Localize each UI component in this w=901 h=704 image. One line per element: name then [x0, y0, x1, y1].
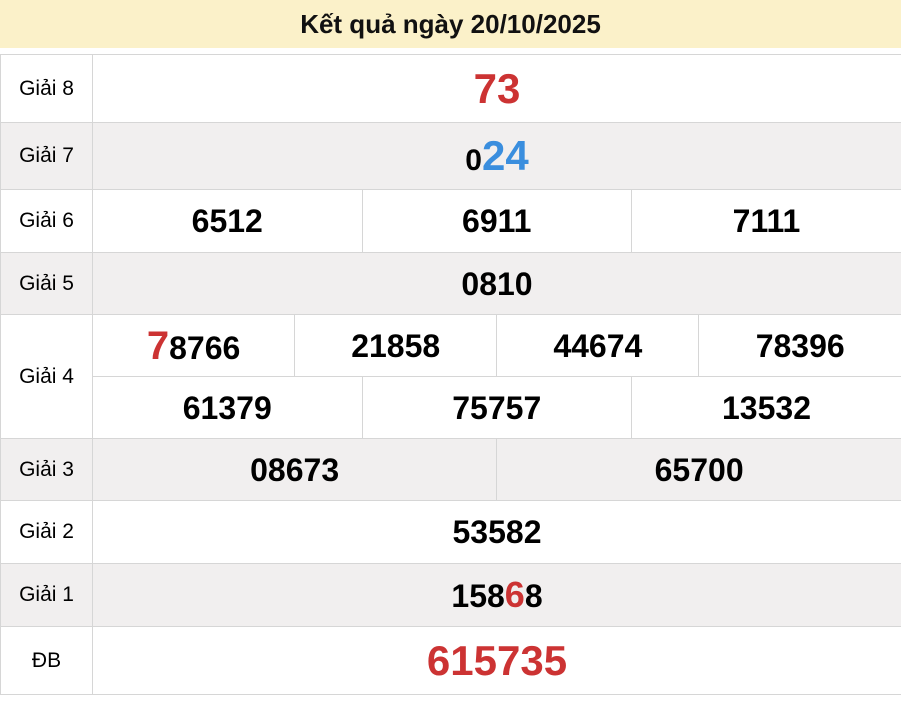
- giai-4-cell-6: 75757: [361, 376, 632, 439]
- row-giai-5: Giải 5 0810: [0, 252, 901, 315]
- giai-8-cell: 73: [92, 54, 901, 123]
- prize-label-giai-4: Giải 4: [0, 314, 93, 439]
- row-giai-1: Giải 1 15868: [0, 563, 901, 627]
- giai-6-cell-1: 6512: [92, 189, 363, 253]
- giai-3-number-1: 08673: [250, 451, 340, 488]
- row-giai-4b: 61379 75757 13532: [1, 376, 901, 439]
- row-giai-6: Giải 6 6512 6911 7111: [0, 189, 901, 253]
- giai-1-highlight-digit: 6: [504, 574, 525, 615]
- prize-label-giai-8: Giải 8: [0, 54, 93, 123]
- results-header: Kết quả ngày 20/10/2025: [0, 0, 901, 48]
- giai-5-number: 0810: [461, 265, 533, 302]
- db-cell: 615735: [92, 626, 901, 695]
- giai-4-cell-1: 78766: [91, 314, 296, 377]
- giai-4-number-2: 21858: [351, 327, 441, 364]
- giai-6-number-3: 7111: [732, 203, 801, 239]
- prize-label-db: ĐB: [0, 626, 93, 695]
- giai-4-number-4: 78396: [755, 327, 845, 364]
- giai-4-highlight-digit: 7: [146, 323, 170, 368]
- giai-7-prefix-digit: 0: [465, 144, 482, 177]
- giai-6-cell-2: 6911: [361, 189, 632, 253]
- giai-4-cell-2: 21858: [294, 314, 498, 377]
- prize-label-giai-6: Giải 6: [0, 189, 93, 253]
- row-db: ĐB 615735: [0, 626, 901, 695]
- giai-3-cell-1: 08673: [91, 438, 498, 501]
- giai-6-number-1: 6512: [191, 203, 263, 239]
- giai-1-cell: 15868: [92, 563, 901, 627]
- giai-3-cell-2: 65700: [496, 438, 901, 501]
- prize-label-giai-7: Giải 7: [0, 122, 93, 190]
- giai-3-number-2: 65700: [654, 451, 744, 488]
- giai-6-cell-3: 7111: [631, 189, 901, 253]
- giai-4-number-7: 13532: [722, 389, 811, 426]
- giai-2-cell: 53582: [92, 500, 901, 564]
- results-table: Giải 8 73 Giải 7 024 Giải 6 6512 6911: [0, 54, 901, 695]
- giai-4-number-6: 75757: [452, 389, 542, 426]
- giai-4-number-1-rest: 8766: [169, 329, 241, 366]
- row-giai-2: Giải 2 53582: [0, 500, 901, 564]
- giai-6-number-2: 6911: [462, 203, 532, 239]
- row-giai-7: Giải 7 024: [0, 122, 901, 190]
- giai-7-cell: 024: [92, 122, 901, 190]
- giai-2-number: 53582: [452, 514, 542, 550]
- giai-5-cell: 0810: [92, 252, 901, 315]
- giai-4-cell-5: 61379: [92, 376, 363, 439]
- giai-1-number-pre: 158: [451, 578, 505, 614]
- row-giai-4a: Giải 4 78766 21858 44674 78396: [0, 314, 901, 439]
- page-title: Kết quả ngày 20/10/2025: [300, 8, 601, 39]
- prize-label-giai-5: Giải 5: [0, 252, 93, 315]
- row-giai-8: Giải 8 73: [0, 54, 901, 123]
- giai-1-number-post: 8: [524, 578, 543, 614]
- db-number: 615735: [426, 636, 568, 684]
- giai-4-cell-4: 78396: [698, 314, 901, 377]
- row-giai-3: Giải 3 08673 65700: [0, 438, 901, 501]
- giai-4-number-3: 44674: [553, 327, 643, 364]
- prize-label-giai-1: Giải 1: [0, 563, 93, 627]
- prize-label-giai-2: Giải 2: [0, 500, 93, 564]
- giai-4-cell-3: 44674: [496, 314, 700, 377]
- prize-label-giai-3: Giải 3: [0, 438, 93, 501]
- giai-8-number: 73: [473, 64, 521, 112]
- giai-4-cell-7: 13532: [631, 376, 901, 439]
- giai-4-number-5: 61379: [182, 389, 272, 426]
- giai-7-highlight-number: 24: [481, 132, 529, 179]
